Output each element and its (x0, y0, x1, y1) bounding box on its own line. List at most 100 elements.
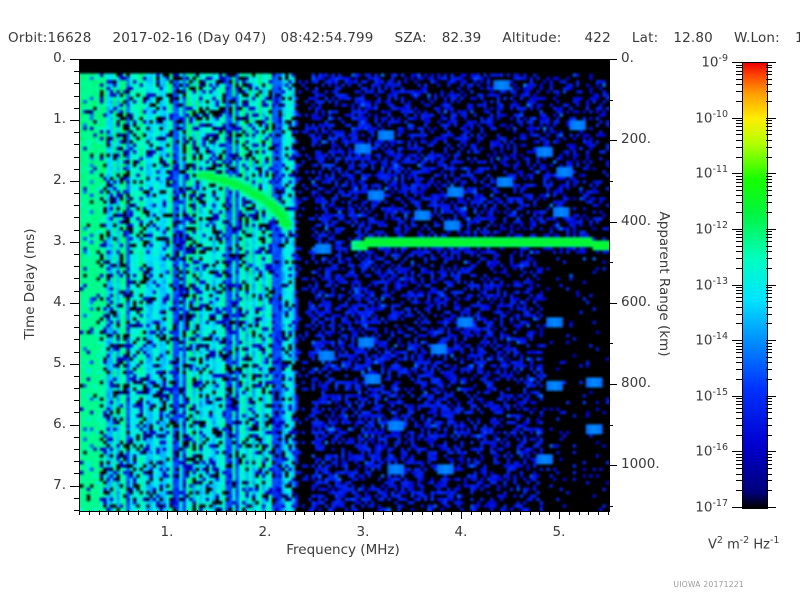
axis-tick (608, 222, 617, 223)
axis-tick (246, 510, 247, 515)
latitude-value: 12.80 (673, 30, 713, 46)
axis-tick (732, 118, 742, 119)
y-axis-right-tick-label: 800. (621, 375, 652, 391)
axis-tick (216, 510, 217, 515)
axis-tick (608, 465, 617, 466)
x-axis-tick-label: 5. (552, 524, 566, 540)
header-metadata-bar: Orbit:16628 2017-02-16 (Day 047) 08:42:5… (0, 30, 800, 48)
axis-tick (74, 412, 79, 413)
axis-tick (510, 510, 511, 515)
axis-tick (74, 473, 79, 474)
institution-credit: UIOWA 20171221 (673, 580, 744, 589)
orbit-label: Orbit:16628 (8, 30, 92, 46)
y-axis-right: 0. 200. 400. 600. 800. 1000. (608, 0, 718, 600)
altitude-value: 422 (584, 30, 611, 46)
axis-tick (74, 132, 79, 133)
unit-hertz-exponent: -1 (769, 535, 780, 546)
axis-tick (608, 510, 609, 515)
colorbar-gradient (743, 63, 767, 508)
axis-tick (74, 108, 79, 109)
axis-tick (74, 352, 79, 353)
axis-tick (343, 510, 344, 515)
axis-tick (608, 140, 617, 141)
axis-tick (559, 510, 560, 519)
axis-tick (314, 510, 315, 515)
axis-tick (569, 510, 570, 515)
axis-tick (148, 510, 149, 515)
axis-tick (74, 339, 79, 340)
axis-tick (74, 83, 79, 84)
axis-tick (74, 400, 79, 401)
y-axis-left-tick-label: 2. (53, 172, 66, 188)
axis-tick (70, 364, 79, 365)
axis-tick (295, 510, 296, 515)
sza-label: SZA: (394, 30, 427, 46)
y-axis-right-tick-label: 200. (621, 131, 652, 147)
sza-value: 82.39 (441, 30, 482, 46)
axis-tick (608, 425, 613, 426)
axis-tick (74, 449, 79, 450)
axis-tick (732, 62, 742, 63)
axis-tick (363, 510, 364, 519)
axis-tick (608, 262, 613, 263)
axis-tick (74, 217, 79, 218)
y-axis-left-tick-label: 4. (53, 294, 66, 310)
axis-tick (89, 510, 90, 515)
axis-tick (732, 507, 742, 508)
axis-tick (236, 510, 237, 515)
x-axis-bottom: 1. 2. 3. 4. 5. (0, 510, 800, 570)
colorbar (742, 62, 768, 509)
axis-tick (353, 510, 354, 515)
axis-tick (226, 510, 227, 515)
axis-tick (74, 96, 79, 97)
axis-tick (471, 510, 472, 515)
axis-tick (598, 510, 599, 515)
axis-tick (177, 510, 178, 515)
axis-tick (392, 510, 393, 515)
axis-tick (608, 100, 613, 101)
axis-tick (74, 230, 79, 231)
axis-tick (520, 510, 521, 515)
axis-tick (490, 510, 491, 515)
y-axis-right-title: Apparent Range (km) (656, 211, 672, 357)
axis-tick (74, 498, 79, 499)
axis-tick (304, 510, 305, 515)
axis-tick (441, 510, 442, 515)
y-axis-left-tick-label: 6. (53, 416, 66, 432)
unit-volt-exponent: 2 (716, 535, 723, 546)
axis-tick (732, 396, 742, 397)
axis-tick (608, 303, 617, 304)
radargram-heatmap-canvas (80, 60, 609, 511)
y-axis-right-tick-label: 400. (621, 213, 652, 229)
axis-tick (74, 291, 79, 292)
axis-tick (74, 315, 79, 316)
y-axis-left-tick-label: 5. (53, 355, 66, 371)
axis-tick (402, 510, 403, 515)
axis-tick (432, 510, 433, 515)
axis-tick (74, 266, 79, 267)
axis-tick (530, 510, 531, 515)
axis-tick (732, 173, 742, 174)
colorbar-unit-label: V2 m-2 Hz-1 (708, 535, 779, 552)
axis-tick (70, 242, 79, 243)
axis-tick (74, 376, 79, 377)
axis-tick (70, 59, 79, 60)
y-axis-right-tick-label: 1000. (621, 456, 660, 472)
axis-tick (608, 343, 613, 344)
axis-tick (334, 510, 335, 515)
x-axis-tick-label: 4. (454, 524, 468, 540)
y-axis-left-tick-label: 7. (53, 477, 66, 493)
axis-tick (74, 388, 79, 389)
observation-date: 2017-02-16 (Day 047) (112, 30, 267, 46)
unit-meter-exponent: -2 (739, 535, 750, 546)
axis-tick (383, 510, 384, 515)
axis-tick (167, 510, 168, 519)
axis-tick (128, 510, 129, 515)
unit-hertz: Hz (749, 537, 770, 553)
y-axis-left-tick-label: 3. (53, 233, 66, 249)
axis-tick (608, 59, 617, 60)
radargram-plot-area (79, 59, 610, 512)
observation-time: 08:42:54.799 (280, 30, 374, 46)
y-axis-left-tick-label: 1. (53, 111, 66, 127)
axis-tick (74, 205, 79, 206)
